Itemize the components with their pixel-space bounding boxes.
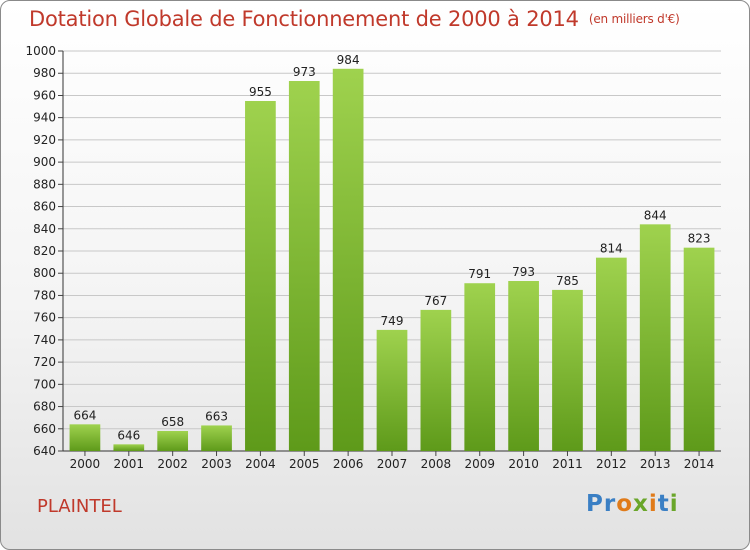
value-label-2005: 973 — [293, 65, 316, 79]
x-tick-label: 2002 — [157, 457, 188, 471]
value-label-2011: 785 — [556, 274, 579, 288]
y-tick-label: 980 — [33, 66, 56, 80]
commune-name: PLAINTEL — [37, 496, 122, 517]
x-tick-label: 2012 — [596, 457, 627, 471]
value-label-2004: 955 — [249, 85, 272, 99]
x-tick-label: 2014 — [684, 457, 715, 471]
bar-2006 — [333, 69, 364, 451]
value-label-2006: 984 — [337, 53, 360, 67]
x-tick-label: 2011 — [552, 457, 583, 471]
bar-2003 — [201, 425, 232, 451]
y-tick-label: 800 — [33, 266, 56, 280]
chart-frame: Dotation Globale de Fonctionnement de 20… — [0, 0, 750, 550]
bars — [70, 69, 715, 451]
x-tick-label: 2013 — [640, 457, 671, 471]
y-tick-label: 720 — [33, 355, 56, 369]
value-label-2012: 814 — [600, 242, 623, 256]
y-tick-label: 680 — [33, 400, 56, 414]
y-tick-label: 640 — [33, 444, 56, 458]
value-label-2009: 791 — [468, 267, 491, 281]
value-label-2007: 749 — [381, 314, 404, 328]
proxiti-logo: Proxiti — [586, 491, 679, 517]
y-tick-label: 780 — [33, 288, 56, 302]
y-tick-label: 880 — [33, 177, 56, 191]
y-tick-labels: 640 660 680 700 720 740 760 780 800 820 840 860 880 9… — [25, 44, 63, 458]
bar-2011 — [552, 290, 583, 451]
y-tick-label: 860 — [33, 200, 56, 214]
value-label-2008: 767 — [424, 294, 447, 308]
bar-2009 — [464, 283, 495, 451]
x-tick-label: 2010 — [508, 457, 539, 471]
value-label-2001: 646 — [117, 428, 140, 442]
y-tick-label: 820 — [33, 244, 56, 258]
x-tick-label: 2009 — [464, 457, 495, 471]
x-tick-label: 2004 — [245, 457, 276, 471]
bar-2014 — [684, 248, 715, 451]
x-tick-label: 2003 — [201, 457, 232, 471]
y-tick-label: 740 — [33, 333, 56, 347]
y-tick-label: 960 — [33, 88, 56, 102]
value-label-2013: 844 — [644, 208, 667, 222]
y-tick-label: 940 — [33, 111, 56, 125]
x-tick-label: 2007 — [377, 457, 408, 471]
bar-2002 — [157, 431, 188, 451]
y-tick-label: 1000 — [25, 44, 56, 58]
value-label-2000: 664 — [73, 408, 96, 422]
x-tick-label: 2005 — [289, 457, 320, 471]
y-tick-label: 760 — [33, 311, 56, 325]
bar-2012 — [596, 258, 627, 451]
y-tick-label: 840 — [33, 222, 56, 236]
bar-2013 — [640, 224, 671, 451]
bar-2010 — [508, 281, 539, 451]
y-tick-label: 660 — [33, 422, 56, 436]
bar-2001 — [113, 444, 144, 451]
value-label-2014: 823 — [688, 232, 711, 246]
bar-2004 — [245, 101, 276, 451]
x-tick-labels: 2000 2001 2002 2003 2004 2005 2006 2007 2008 2009… — [70, 451, 715, 471]
bar-2000 — [70, 424, 101, 451]
value-label-2010: 793 — [512, 265, 535, 279]
bar-2008 — [421, 310, 452, 451]
x-tick-label: 2006 — [333, 457, 364, 471]
x-tick-label: 2001 — [114, 457, 145, 471]
y-tick-label: 700 — [33, 377, 56, 391]
y-tick-label: 920 — [33, 133, 56, 147]
bar-chart: 664 646 658 663 955 973 984 749 767 791 793 785 814 8… — [1, 1, 750, 550]
y-tick-label: 900 — [33, 155, 56, 169]
value-label-2002: 658 — [161, 415, 184, 429]
bar-2007 — [377, 330, 408, 451]
x-tick-label: 2008 — [421, 457, 452, 471]
x-tick-label: 2000 — [70, 457, 101, 471]
bar-2005 — [289, 81, 320, 451]
value-label-2003: 663 — [205, 409, 228, 423]
